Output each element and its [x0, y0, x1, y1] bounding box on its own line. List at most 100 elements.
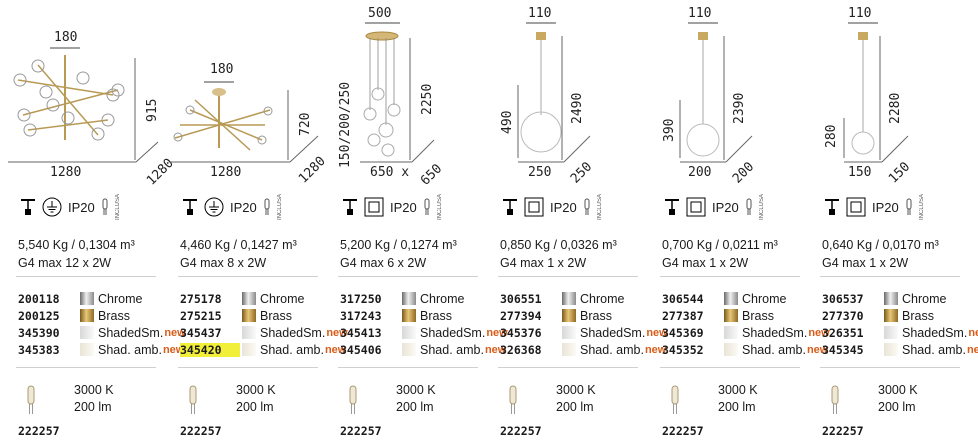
- brass-swatch-icon: [80, 309, 94, 322]
- inclusa-label: INCLUSA: [276, 194, 283, 221]
- bulb-spec: G4 max 1 x 2W: [822, 256, 909, 270]
- ceiling-mount-icon: [343, 199, 357, 215]
- finish-name: Chrome: [98, 291, 143, 306]
- finish-list: 306544 Chrome 277387 Brass 345369 ShadedSm.…: [662, 290, 830, 358]
- color-temperature: 3000 K: [236, 383, 276, 397]
- lumen-output: 200 lm: [556, 400, 594, 414]
- amber-swatch-icon: [562, 343, 576, 356]
- product-code: 317243: [340, 308, 382, 323]
- dim-height: 2280: [888, 92, 903, 124]
- finish-list: 200118 Chrome 200125 Brass 345390 ShadedSm.…: [18, 290, 186, 358]
- product-code: 306537: [822, 291, 864, 306]
- weight-volume: 5,200 Kg / 0,1274 m³: [340, 238, 457, 252]
- dim-width: 1280: [210, 165, 242, 180]
- product-column-1: 180 915 1280 1280 IP20 INCLUSA 5,540 Kg …: [8, 0, 186, 448]
- bulb-included-icon: [424, 198, 430, 215]
- finish-name: Brass: [742, 308, 774, 323]
- chrome-swatch-icon: [402, 292, 416, 305]
- divider: [16, 276, 156, 277]
- dim-height: 2390: [732, 92, 747, 124]
- finish-row: 306537 Chrome: [822, 290, 978, 307]
- finish-name: ShadedSm.: [902, 325, 968, 340]
- product-column-2: 180 720 1280 1280 IP20 INCLUSA 4,460 Kg …: [170, 0, 348, 448]
- amber-swatch-icon: [80, 343, 94, 356]
- new-badge: new: [646, 326, 668, 339]
- dim-width: 650 x: [370, 165, 410, 180]
- weight-volume: 0,700 Kg / 0,0211 m³: [662, 238, 778, 252]
- bulb-code: 222257: [822, 424, 864, 438]
- color-temperature: 3000 K: [74, 383, 114, 397]
- finish-name: ShadedSm.: [742, 325, 808, 340]
- finish-list: 306537 Chrome 277370 Brass 326351 ShadedSm.…: [822, 290, 978, 358]
- product-code: 275215: [180, 308, 222, 323]
- finish-name: ShadedSm.: [260, 325, 326, 340]
- divider: [498, 276, 638, 277]
- ip-rating: IP20: [872, 199, 899, 215]
- product-code: 345406: [340, 342, 382, 357]
- spec-block: 5,540 Kg / 0,1304 m³ G4 max 12 x 2W: [18, 236, 135, 272]
- weight-volume: 4,460 Kg / 0,1427 m³: [180, 238, 297, 252]
- lumen-output: 200 lm: [74, 400, 112, 414]
- dim-width: 200: [688, 165, 712, 180]
- finish-row: 306551 Chrome: [500, 290, 668, 307]
- icon-row: IP20 INCLUSA: [20, 194, 121, 220]
- ip-rating: IP20: [230, 199, 257, 215]
- dim-top: 180: [210, 62, 234, 77]
- finish-row: 277387 Brass: [662, 307, 830, 324]
- icon-row: IP20 INCLUSA: [182, 194, 283, 221]
- finish-name: ShadedSm.: [580, 325, 646, 340]
- double-insulation-icon: [364, 197, 384, 217]
- product-code: 345352: [662, 342, 704, 357]
- bulb-spec: G4 max 12 x 2W: [18, 256, 112, 270]
- finish-row: 200125 Brass: [18, 307, 186, 324]
- weight-volume: 5,540 Kg / 0,1304 m³: [18, 238, 135, 252]
- amber-swatch-icon: [402, 343, 416, 356]
- chandelier-drawing: [170, 81, 319, 163]
- new-badge: new: [162, 343, 185, 356]
- finish-name: Shad. amb.: [420, 342, 484, 357]
- brass-swatch-icon: [884, 309, 898, 322]
- ip-rating: IP20: [550, 199, 577, 215]
- finish-list: 275178 Chrome 275215 Brass 345437 ShadedSm.…: [180, 290, 348, 358]
- weight-volume: 0,640 Kg / 0,0170 m³: [822, 238, 939, 252]
- double-insulation-icon: [846, 197, 866, 217]
- new-badge: new: [484, 343, 507, 356]
- spec-block: 5,200 Kg / 0,1274 m³ G4 max 6 x 2W: [340, 236, 457, 272]
- bulb-code: 222257: [500, 424, 542, 438]
- lumen-output: 200 lm: [396, 400, 434, 414]
- finish-row: 277394 Brass: [500, 307, 668, 324]
- product-column-3: 500 2250 150/200/250 650 650 x IP20 INCL…: [330, 0, 508, 448]
- g4-bulb-icon: [349, 385, 357, 414]
- double-insulation-icon: [524, 197, 544, 217]
- finish-row: 345345 Shad. amb.new: [822, 341, 978, 358]
- dim-height: 2490: [570, 92, 585, 124]
- product-code: 277394: [500, 308, 542, 323]
- bulb-spec: G4 max 6 x 2W: [340, 256, 427, 270]
- inclusa-label: INCLUSA: [436, 194, 443, 221]
- finish-list: 306551 Chrome 277394 Brass 345376 ShadedSm.…: [500, 290, 668, 358]
- finish-name: Brass: [580, 308, 612, 323]
- spec-block: 0,850 Kg / 0,0326 m³ G4 max 1 x 2W: [500, 236, 617, 272]
- divider: [178, 276, 318, 277]
- product-code: 326368: [500, 342, 542, 357]
- finish-row: 345383 Shad. amb. new: [18, 341, 186, 358]
- finish-row: 345369 ShadedSm. new: [662, 324, 830, 341]
- chrome-swatch-icon: [884, 292, 898, 305]
- product-code: 200118: [18, 291, 60, 306]
- product-code: 277387: [662, 308, 704, 323]
- lumen-output: 200 lm: [878, 400, 916, 414]
- icon-row: IP20 INCLUSA: [502, 194, 603, 220]
- bulb-info: 3000 K 200 lm: [822, 382, 918, 416]
- finish-name: Chrome: [580, 291, 625, 306]
- amber-swatch-icon: [884, 343, 898, 356]
- finish-name: Chrome: [420, 291, 465, 306]
- finish-name: Brass: [902, 308, 934, 323]
- finish-row: 345352 Shad. amb. new: [662, 341, 830, 358]
- color-temperature: 3000 K: [396, 383, 436, 397]
- brass-swatch-icon: [562, 309, 576, 322]
- product-code: 326351: [822, 325, 864, 340]
- bulb-info: 3000 K 200 lm: [662, 382, 758, 416]
- dim-width: 150: [848, 165, 872, 180]
- bulb-spec: G4 max 1 x 2W: [662, 256, 749, 270]
- globe-pendant-drawing: [843, 22, 909, 163]
